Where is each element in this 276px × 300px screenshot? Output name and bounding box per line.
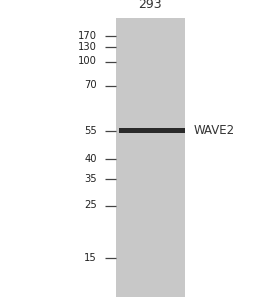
- Text: 293: 293: [139, 0, 162, 11]
- Bar: [119, 128, 185, 133]
- Text: 130: 130: [78, 41, 97, 52]
- Text: 55: 55: [84, 125, 97, 136]
- Text: WAVE2: WAVE2: [193, 124, 234, 137]
- Text: 15: 15: [84, 253, 97, 263]
- Text: 170: 170: [78, 31, 97, 41]
- Text: 70: 70: [84, 80, 97, 91]
- Text: 25: 25: [84, 200, 97, 211]
- Bar: [116, 18, 185, 297]
- Text: 35: 35: [84, 173, 97, 184]
- Text: 100: 100: [78, 56, 97, 67]
- Text: 40: 40: [84, 154, 97, 164]
